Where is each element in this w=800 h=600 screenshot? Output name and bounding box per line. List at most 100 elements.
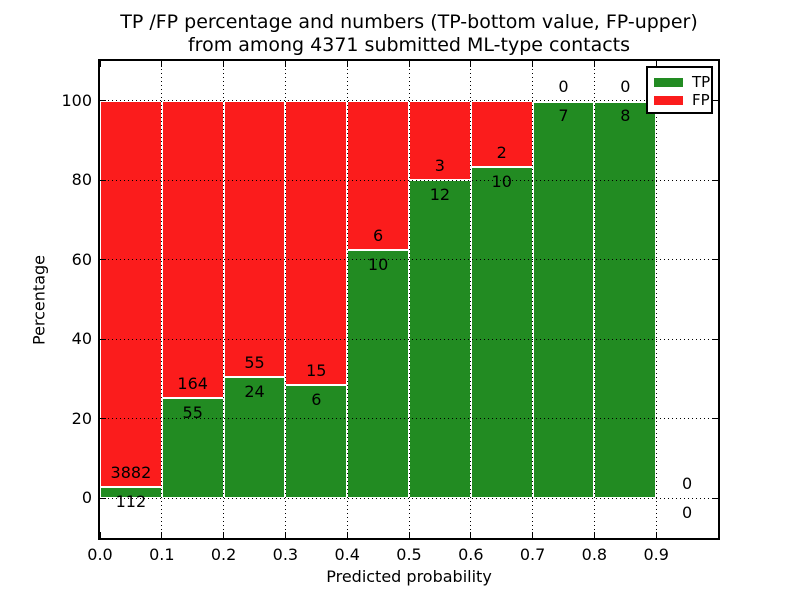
x-tick-bottom (408, 532, 410, 538)
y-tick-left (100, 418, 106, 420)
fp-color-swatch (654, 95, 683, 105)
x-tick-bottom (532, 532, 534, 538)
fp-count-label: 0 (620, 76, 631, 96)
fp-count-label: 6 (372, 225, 384, 245)
y-tick-left (100, 338, 106, 340)
tp-count-label: 10 (491, 172, 512, 191)
tp-bar-segment (532, 100, 595, 499)
legend-label-tp: TP (692, 73, 711, 91)
x-tick-top (532, 61, 534, 67)
x-tick-label: 0.0 (87, 545, 113, 564)
x-tick-top (593, 61, 595, 67)
y-tick-right (712, 179, 718, 181)
y-tick-left (100, 100, 106, 102)
tp-count-label: 8 (620, 105, 631, 125)
legend-item-tp: TP (654, 73, 711, 91)
x-gridline (655, 61, 657, 538)
y-tick-label: 60 (71, 249, 92, 269)
x-tick-top (655, 61, 657, 67)
tp-count-label: 12 (429, 185, 451, 205)
tp-bar-segment (594, 100, 657, 499)
tp-count-label: 24 (244, 382, 265, 402)
x-tick-top (408, 61, 410, 67)
tp-count-label: 6 (311, 389, 322, 409)
y-tick-left (100, 179, 106, 181)
x-tick-label: 0.5 (396, 545, 422, 564)
x-tick-label: 0.4 (334, 545, 360, 564)
x-tick-label: 0.3 (272, 545, 299, 564)
fp-count-label: 15 (306, 360, 327, 380)
tp-color-swatch (654, 77, 683, 87)
fp-count-label: 0 (681, 474, 693, 494)
x-gridline (470, 61, 472, 538)
y-tick-label: 20 (71, 408, 92, 428)
x-tick-bottom (223, 532, 225, 538)
x-tick-top (470, 61, 472, 67)
x-gridline (223, 61, 225, 538)
y-tick-label: 100 (61, 90, 92, 110)
x-gridline (346, 61, 348, 538)
fp-bar-segment (409, 100, 471, 181)
chart-title-line2: from among 4371 submitted ML-type contac… (187, 34, 631, 56)
fp-count-label: 164 (177, 374, 208, 394)
legend: TP FP (646, 66, 713, 114)
tp-count-label: 10 (367, 254, 389, 274)
legend-label-fp: FP (692, 91, 710, 109)
x-gridline (161, 61, 163, 538)
x-tick-top (223, 61, 225, 67)
x-tick-top (346, 61, 348, 67)
fp-count-label: 0 (558, 76, 569, 96)
fp-count-label: 3882 (110, 463, 152, 483)
y-tick-right (712, 259, 718, 261)
y-tick-right (712, 497, 718, 499)
plot-area: 3882 112 164 55 55 24 15 6 6 10 3 12 2 10 0 7 0 8 0 0 (99, 61, 718, 538)
y-tick-right (712, 418, 718, 420)
x-axis-label: Predicted probability (326, 567, 492, 586)
y-tick-label: 0 (81, 488, 92, 508)
fp-count-label: 55 (244, 353, 265, 373)
y-tick-label: 80 (71, 170, 92, 190)
x-gridline (284, 61, 286, 538)
x-tick-bottom (99, 532, 101, 538)
x-tick-label: 0.9 (643, 545, 669, 564)
tp-count-label: 112 (115, 492, 147, 512)
x-tick-label: 0.6 (458, 545, 484, 564)
legend-item-fp: FP (654, 91, 711, 109)
tp-count-label: 7 (558, 105, 569, 125)
tp-bar-segment (470, 167, 533, 499)
chart-title: TP /FP percentage and numbers (TP-bottom… (100, 11, 718, 57)
x-tick-label: 0.8 (581, 545, 608, 564)
x-tick-bottom (655, 532, 657, 538)
x-gridline (593, 61, 595, 538)
x-tick-top (99, 61, 101, 67)
x-tick-bottom (470, 532, 472, 538)
x-gridline (408, 61, 410, 538)
fp-bar-segment (161, 100, 224, 399)
y-tick-right (712, 338, 718, 340)
y-tick-left (100, 497, 106, 499)
x-tick-bottom (161, 532, 163, 538)
x-gridline (532, 61, 534, 538)
fp-bar-segment (470, 100, 533, 167)
fp-bar-segment (285, 100, 348, 385)
x-tick-top (284, 61, 286, 67)
fp-count-label: 3 (434, 156, 445, 176)
y-tick-left (100, 259, 106, 261)
x-tick-bottom (593, 532, 595, 538)
fp-count-label: 2 (496, 143, 507, 162)
x-tick-label: 0.7 (519, 545, 546, 564)
x-tick-bottom (346, 532, 348, 538)
x-tick-label: 0.1 (149, 545, 175, 564)
fp-bar-segment (223, 100, 286, 378)
y-tick-label: 40 (71, 329, 92, 349)
tp-bar-segment (347, 249, 409, 499)
x-tick-top (161, 61, 163, 67)
tp-count-label: 0 (681, 503, 693, 523)
tp-count-label: 55 (182, 403, 203, 423)
y-tick-right (712, 100, 718, 102)
x-tick-label: 0.2 (210, 545, 237, 564)
fp-bar-segment (100, 100, 162, 488)
chart-title-line1: TP /FP percentage and numbers (TP-bottom… (120, 11, 698, 33)
fp-bar-segment (347, 100, 409, 250)
